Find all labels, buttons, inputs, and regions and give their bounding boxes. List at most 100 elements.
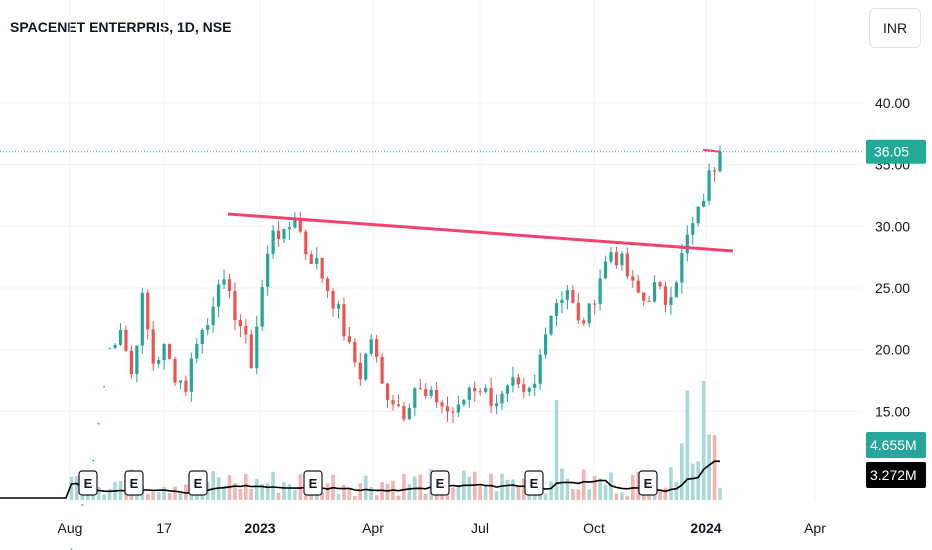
candle-body: [669, 297, 673, 305]
candle-body: [473, 387, 477, 392]
volume-bar: [494, 491, 499, 500]
y-tick-label: 20.00: [875, 342, 910, 358]
y-tick-label: 30.00: [875, 218, 910, 234]
x-tick-label: Aug: [58, 520, 83, 536]
volume-bar: [489, 473, 493, 500]
candle-body: [271, 230, 275, 254]
candle-body: [647, 300, 651, 302]
candle-body: [238, 320, 242, 327]
earnings-marker-label: E: [436, 476, 445, 491]
candle-body: [494, 403, 499, 407]
candle-body: [309, 254, 313, 264]
volume-bars: [69, 381, 722, 500]
volume-bar: [451, 487, 455, 500]
earnings-marker[interactable]: [303, 470, 323, 496]
volume-bar: [325, 483, 330, 500]
volume-bar: [336, 494, 341, 500]
volume-bar: [96, 486, 101, 500]
candles: [70, 145, 722, 550]
trendline[interactable]: [227, 212, 734, 253]
earnings-marker-label: E: [530, 476, 539, 491]
candle-body: [560, 299, 564, 304]
candle-body: [516, 377, 520, 385]
volume-bar: [483, 485, 488, 500]
x-tick-label: 17: [156, 520, 172, 536]
x-tick-label: Oct: [583, 520, 605, 536]
candle-body: [358, 362, 362, 380]
volume-bar: [80, 495, 85, 500]
candle-body: [549, 316, 553, 335]
currency-button[interactable]: INR: [869, 8, 921, 48]
candle-body: [315, 257, 319, 264]
earnings-marker[interactable]: [124, 470, 144, 496]
volume-bar: [423, 493, 428, 500]
grid: [0, 0, 862, 500]
volume-bar: [151, 491, 155, 500]
volume-bar: [636, 471, 641, 500]
volume-bar: [135, 493, 139, 500]
volume-bar: [156, 491, 161, 500]
candle-body: [440, 402, 444, 407]
price-dot: [103, 385, 106, 388]
candle-body: [445, 406, 450, 412]
candle-body: [375, 339, 379, 357]
volume-badge: [866, 462, 926, 488]
volume-bar: [91, 492, 96, 500]
candle-body: [718, 151, 722, 172]
candle-body: [631, 276, 635, 281]
candle-body: [135, 345, 139, 375]
candle-body: [157, 360, 161, 364]
candle-body: [429, 389, 433, 397]
candle-body: [364, 353, 368, 380]
candle-body: [685, 234, 689, 254]
candle-body: [293, 219, 297, 228]
candle-body: [304, 231, 308, 255]
candle-body: [456, 404, 460, 413]
candle-body: [462, 399, 466, 405]
candle-body: [451, 411, 455, 413]
earnings-marker[interactable]: [188, 470, 208, 496]
candle-body: [636, 280, 640, 293]
volume-bar: [505, 479, 510, 500]
candle-body: [206, 325, 210, 330]
volume-bar: [707, 434, 711, 500]
candle-body: [347, 336, 351, 343]
earnings-marker[interactable]: [78, 470, 98, 496]
earnings-marker[interactable]: [638, 470, 658, 496]
y-tick-label: 25.00: [875, 280, 910, 296]
candle-body: [118, 329, 123, 345]
candle-body: [178, 380, 183, 383]
candle-body: [418, 388, 422, 390]
candle-body: [413, 388, 417, 408]
candle-body: [255, 326, 259, 369]
volume-bar: [511, 479, 515, 500]
volume-label: 3.272M: [870, 467, 917, 483]
volume-bar: [320, 493, 324, 500]
candle-body: [249, 334, 253, 369]
candle-body: [522, 384, 526, 392]
candle-body: [712, 170, 717, 172]
volume-bar: [527, 493, 532, 500]
candle-body: [326, 278, 330, 291]
earnings-marker[interactable]: [524, 470, 544, 496]
volume-bar: [718, 487, 722, 500]
candle-body: [287, 227, 292, 230]
volume-bar: [625, 495, 630, 500]
candle-body: [385, 383, 390, 400]
candle-body: [113, 344, 117, 349]
volume-bar: [369, 487, 373, 500]
candle-body: [538, 354, 542, 384]
price-dot: [92, 459, 95, 462]
price-dot: [81, 504, 84, 506]
candle-body: [380, 356, 384, 384]
volume-bar: [522, 478, 526, 500]
volume-bar: [358, 483, 363, 500]
volume-bar: [598, 478, 602, 500]
earnings-marker[interactable]: [430, 470, 450, 496]
volume-bar: [75, 476, 79, 500]
volume-bar: [107, 488, 112, 500]
volume-bar: [178, 493, 183, 500]
candle-body: [511, 377, 515, 386]
candle-body: [342, 304, 346, 337]
